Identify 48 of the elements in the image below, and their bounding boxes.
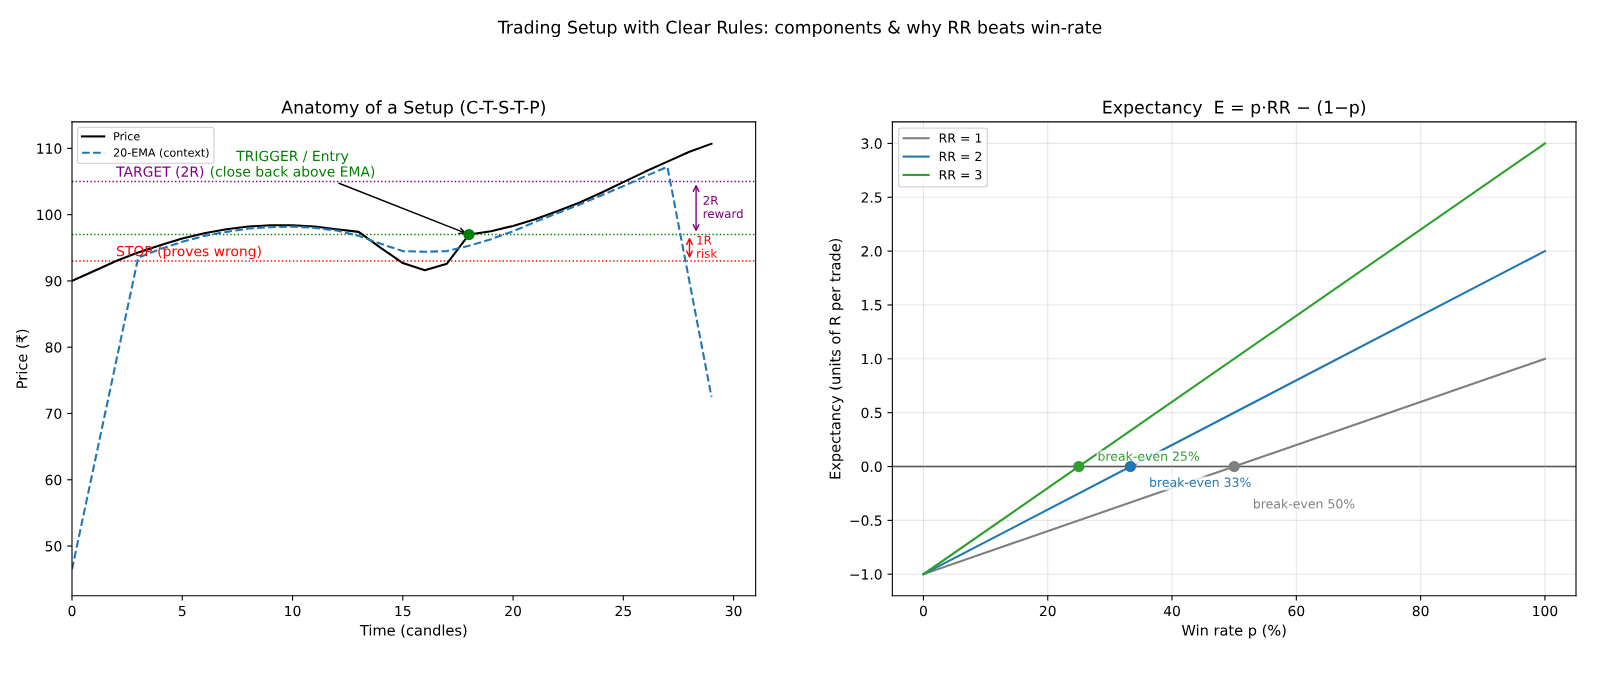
legend-label: RR = 2 — [939, 151, 982, 161]
chart-title: Expectancy E = p·RR − (1−p) — [1103, 100, 1366, 118]
chart-title: Anatomy of a Setup (C-T-S-T-P) — [281, 100, 545, 118]
y-axis-title: Expectancy (units of R per trade) — [829, 238, 844, 479]
y-tick-label: 110 — [37, 143, 62, 154]
y-tick-label: 80 — [45, 342, 62, 353]
y-tick-label: 3.0 — [861, 138, 882, 149]
x-tick-label: 20 — [1039, 605, 1056, 617]
y-tick-label: 60 — [45, 474, 62, 486]
y-tick-label: 0.0 — [861, 461, 882, 472]
x-tick-label: 80 — [1412, 605, 1429, 617]
x-tick-label: 0 — [68, 605, 76, 617]
x-tick-label: 100 — [1533, 605, 1558, 617]
legend-label: 20-EMA (context) — [113, 148, 209, 159]
x-tick-label: 25 — [615, 605, 631, 617]
x-tick-label: 0 — [919, 605, 927, 617]
annotation: break-even 33% — [1150, 477, 1251, 487]
y-tick-label: 100 — [37, 209, 62, 221]
x-axis-title: Time (candles) — [359, 624, 467, 638]
y-tick-label: 90 — [45, 275, 62, 287]
y-tick-label: 0.5 — [861, 407, 882, 419]
ref-line-label: TARGET (2R) — [116, 166, 204, 179]
x-tick-label: 10 — [285, 605, 301, 617]
x-axis-title: Win rate p (%) — [1181, 624, 1286, 639]
y-tick-label: 1.0 — [862, 353, 882, 365]
x-tick-label: 20 — [505, 605, 521, 617]
y-tick-label: 50 — [45, 541, 62, 552]
y-tick-label: 70 — [45, 408, 62, 419]
annotation: break-even 50% — [1253, 498, 1355, 509]
annotation: 2R reward — [703, 195, 743, 219]
annotation: 1R risk — [697, 235, 718, 258]
legend-label: Price — [114, 131, 140, 141]
x-tick-label: 15 — [395, 605, 411, 617]
x-tick-label: 60 — [1288, 605, 1305, 617]
legend-label: RR = 1 — [939, 133, 982, 143]
y-tick-label: 1.5 — [862, 300, 882, 311]
y-tick-label: −1.0 — [850, 569, 882, 580]
text: Trading Setup with Clear Rules: components & why RR beats win-rate — [497, 20, 1102, 38]
annotation: break-even 25% — [1098, 451, 1200, 461]
annotation: TRIGGER / Entry (close back above EMA) — [210, 150, 375, 179]
x-tick-label: 5 — [178, 605, 186, 617]
legend-label: RR = 3 — [939, 170, 982, 180]
x-tick-label: 40 — [1163, 605, 1180, 617]
x-tick-label: 30 — [725, 605, 742, 617]
y-tick-label: 2.5 — [861, 192, 882, 203]
y-axis-title: Price (₹) — [16, 329, 30, 388]
y-tick-label: −0.5 — [850, 515, 882, 526]
y-tick-label: 2.0 — [861, 246, 882, 257]
